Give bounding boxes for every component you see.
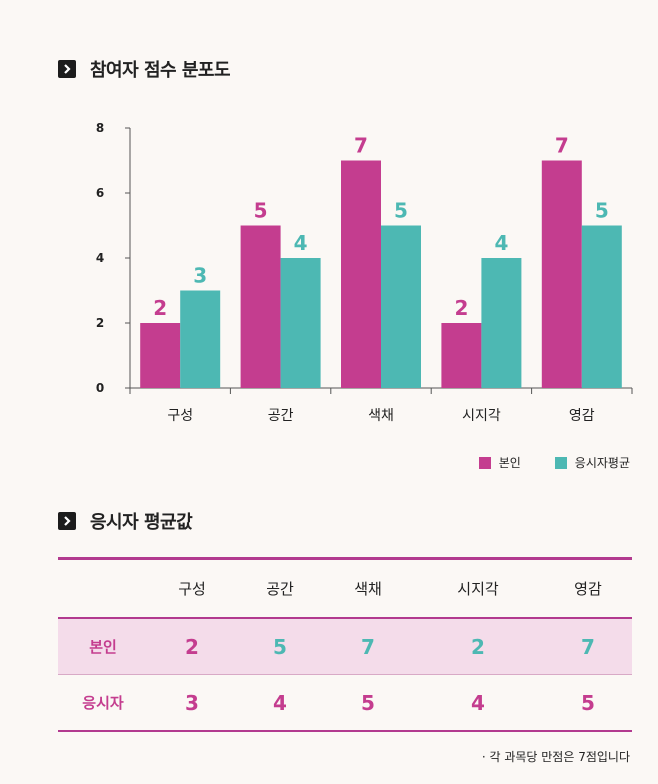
score-bar-chart: 0 2 4 6 8 구성 2 3 공간 5 4 색채 7 5 시지각 2 4 영감 7 5 (96, 121, 633, 424)
table-header-cell: 시지각 (457, 580, 499, 598)
table-cell: 7 (361, 634, 375, 659)
table-row-mine: 본인 2 5 7 2 7 (58, 618, 632, 675)
table-cell: 5 (273, 634, 287, 659)
table-row-label: 응시자 (82, 694, 124, 712)
chart-section-title: 참여자 점수 분포도 (58, 56, 231, 82)
table-section-title: 응시자 평균값 (58, 508, 193, 534)
table-header-cell: 색채 (354, 580, 382, 598)
table-cell: 2 (185, 634, 199, 659)
table-header-cell: 공간 (266, 580, 294, 598)
legend-item-average: 응시자평균 (554, 454, 630, 471)
data-label-average: 5 (595, 199, 609, 223)
footnote: · 각 과목당 만점은 7점입니다 (481, 750, 630, 764)
y-tick-label: 8 (96, 121, 104, 135)
table-cell: 4 (273, 690, 287, 715)
table-corner-cell (58, 559, 148, 619)
x-tick-label: 구성 (167, 408, 193, 424)
data-label-average: 4 (494, 231, 508, 255)
bar-average (381, 225, 421, 388)
y-tick-label: 2 (96, 316, 104, 330)
legend-label-average: 응시자평균 (574, 456, 630, 470)
x-tick-label: 영감 (569, 408, 595, 424)
table-row-average: 응시자 3 4 5 4 5 (58, 675, 632, 732)
legend-swatch-mine (478, 456, 491, 469)
y-tick-label: 6 (96, 186, 104, 200)
data-label-mine: 5 (254, 199, 268, 223)
bar-average (481, 258, 522, 388)
table-cell: 5 (581, 690, 595, 715)
data-label-average: 4 (294, 231, 308, 255)
data-label-average: 3 (193, 264, 207, 288)
y-tick-label: 0 (96, 381, 104, 395)
data-label-mine: 2 (153, 296, 167, 320)
x-tick-label: 시지각 (462, 408, 501, 424)
chevron-right-icon (58, 60, 76, 78)
legend-label-mine: 본인 (498, 456, 521, 470)
table-cell: 3 (185, 690, 199, 715)
bar-mine (441, 323, 482, 388)
chevron-right-icon (58, 512, 76, 530)
table-cell: 2 (471, 634, 485, 659)
bar-average (280, 258, 321, 388)
average-table: 구성 공간 색채 시지각 영감 본인 2 5 7 2 7 응시자 3 4 5 4… (58, 557, 632, 732)
bar-mine (240, 225, 281, 388)
table-cell: 5 (361, 690, 375, 715)
table-row-label: 본인 (89, 638, 117, 656)
table-cell: 7 (581, 634, 595, 659)
bar-average (581, 225, 622, 388)
table-section-title-text: 응시자 평균값 (90, 512, 193, 533)
table-header-row: 구성 공간 색채 시지각 영감 (58, 559, 632, 619)
table-cell: 4 (471, 690, 485, 715)
data-label-average: 5 (394, 199, 408, 223)
table-header-cell: 영감 (574, 580, 602, 598)
chart-legend: 본인 응시자평균 (445, 454, 630, 471)
legend-item-mine: 본인 (478, 454, 521, 471)
table-header-cell: 구성 (178, 580, 206, 598)
data-label-mine: 7 (555, 134, 569, 158)
legend-swatch-average (554, 456, 567, 469)
data-label-mine: 2 (454, 296, 468, 320)
x-tick-label: 색채 (368, 408, 394, 424)
x-tick-label: 공간 (268, 408, 294, 424)
y-tick-label: 4 (96, 251, 104, 265)
bar-mine (541, 160, 582, 388)
chart-section-title-text: 참여자 점수 분포도 (90, 60, 231, 81)
bar-mine (341, 160, 381, 388)
bar-average (180, 290, 221, 388)
data-label-mine: 7 (354, 134, 368, 158)
bar-mine (140, 323, 181, 388)
